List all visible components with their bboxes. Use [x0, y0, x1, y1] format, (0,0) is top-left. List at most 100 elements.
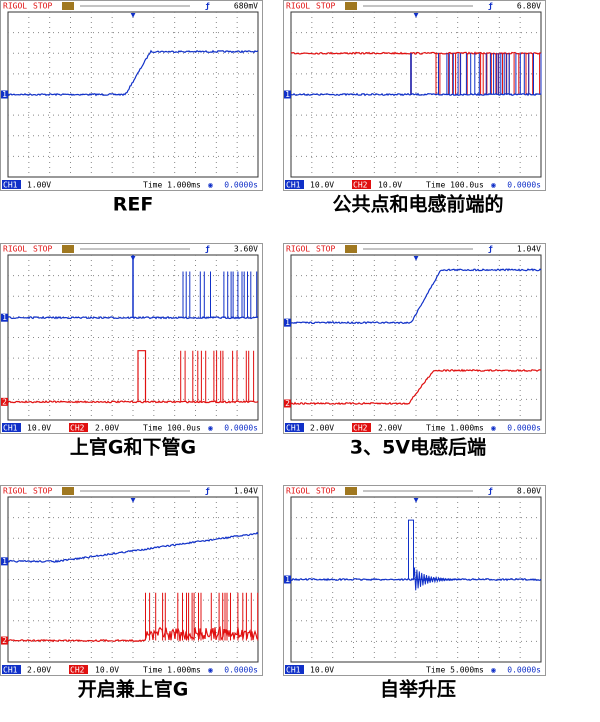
channel-scale: 10.0V [310, 666, 334, 675]
channel-label-bg [285, 180, 304, 189]
time-offset: 0.0000s [224, 424, 258, 433]
caption: 3、5V电感后端 [350, 436, 486, 459]
channel-marker-bg [1, 90, 8, 99]
brand: RIGOL [3, 2, 27, 11]
time-offset: 0.0000s [507, 424, 541, 433]
channel-marker-bg [1, 397, 8, 406]
status: STOP [316, 245, 335, 254]
trigger-marker: ▼ [131, 11, 136, 20]
channel-marker: 2 [2, 397, 7, 406]
offset-icon: ◉ [491, 181, 496, 190]
channel-marker: 2 [2, 636, 7, 645]
waveform [7, 625, 259, 643]
trigger-symbol: ƒ [488, 245, 493, 254]
trigger-symbol: ƒ [205, 2, 210, 11]
trigger-marker: ▼ [414, 254, 419, 263]
channel-marker-bg [284, 90, 291, 99]
waveform-ring [408, 519, 462, 591]
channel-label: CH1 [286, 181, 301, 190]
offset-icon: ◉ [491, 666, 496, 675]
caption: 公共点和电感前端的 [332, 193, 503, 216]
channel-marker-bg [284, 318, 291, 327]
trigger-level: 6.80V [517, 2, 541, 11]
channel-marker-bg [1, 313, 8, 322]
caption: 自举升压 [380, 678, 456, 701]
brand: RIGOL [286, 245, 310, 254]
time-offset: 0.0000s [507, 666, 541, 675]
waveform [7, 400, 259, 404]
channel-scale: 1.00V [27, 181, 51, 190]
channel-label-bg [285, 665, 304, 674]
trigger-symbol: ƒ [488, 487, 493, 496]
waveform [7, 49, 259, 97]
channel-label-bg [2, 423, 21, 432]
channel-label-bg [69, 423, 88, 432]
channel-marker: 1 [285, 318, 290, 327]
scope-panel: RIGOL STOP ƒ 8.00V ▼ 1 CH1 10.0V Time 5.000ms ◉ 0.… [283, 485, 546, 676]
channel-scale: 2.00V [310, 424, 334, 433]
channel-marker: 1 [2, 90, 7, 99]
trigger-level: 1.04V [234, 487, 258, 496]
trigger-marker: ▼ [131, 496, 136, 505]
trigger-marker: ▼ [414, 496, 419, 505]
channel-label-bg [2, 665, 21, 674]
time-base: Time 1.000ms [426, 424, 484, 433]
memory-bar [345, 487, 357, 495]
caption: 开启兼上官G [78, 678, 189, 701]
time-base: Time 100.0us [143, 424, 201, 433]
channel-marker-bg [284, 575, 291, 584]
memory-bar [345, 245, 357, 253]
waveform-burst [182, 271, 258, 318]
offset-icon: ◉ [208, 181, 213, 190]
waveform-burst [438, 53, 542, 95]
channel-marker: 1 [285, 575, 290, 584]
channel-label: CH1 [3, 666, 18, 675]
caption: 上官G和下管G [70, 436, 196, 459]
trigger-level: 8.00V [517, 487, 541, 496]
offset-icon: ◉ [491, 424, 496, 433]
waveform [290, 268, 542, 325]
channel-marker-bg [1, 557, 8, 566]
trigger-symbol: ƒ [205, 245, 210, 254]
time-offset: 0.0000s [507, 181, 541, 190]
time-base: Time 1.000ms [143, 181, 201, 190]
channel-marker-bg [1, 636, 8, 645]
status: STOP [316, 487, 335, 496]
channel-label: CH1 [3, 181, 18, 190]
brand: RIGOL [286, 487, 310, 496]
channel-scale: 2.00V [27, 666, 51, 675]
channel-label-bg [352, 423, 371, 432]
trigger-symbol: ƒ [488, 2, 493, 11]
trigger-level: 680mV [234, 2, 258, 11]
trigger-level: 3.60V [234, 245, 258, 254]
waveform [290, 92, 542, 97]
channel-scale: 10.0V [310, 181, 334, 190]
channel-label: CH1 [3, 424, 18, 433]
channel-scale: 10.0V [95, 666, 119, 675]
status: STOP [316, 2, 335, 11]
status: STOP [33, 2, 52, 11]
time-base: Time 5.000ms [426, 666, 484, 675]
trigger-level: 1.04V [517, 245, 541, 254]
memory-bar [62, 2, 74, 10]
channel-label-bg [352, 180, 371, 189]
offset-icon: ◉ [208, 666, 213, 675]
channel-label: CH2 [70, 666, 85, 675]
scope-panel: RIGOL STOP ƒ 1.04V ▼ 1 2 CH1 2.00V CH2 10.0V Time 1… [0, 485, 263, 676]
scope-panel: RIGOL STOP ƒ 1.04V ▼ 1 2 CH1 2.00V CH2 2.00V Time 1… [283, 243, 546, 434]
status: STOP [33, 245, 52, 254]
time-base: Time 1.000ms [143, 666, 201, 675]
memory-bar [62, 487, 74, 495]
time-base: Time 100.0us [426, 181, 484, 190]
channel-marker-bg [284, 399, 291, 408]
scope-panel: RIGOL STOP ƒ 6.80V ▼ 1 CH1 10.0V CH2 10.0V Time 10… [283, 0, 546, 191]
brand: RIGOL [3, 245, 27, 254]
waveform-burst [180, 350, 255, 402]
trigger-symbol: ƒ [205, 487, 210, 496]
brand: RIGOL [3, 487, 27, 496]
channel-label: CH1 [286, 666, 301, 675]
time-offset: 0.0000s [224, 666, 258, 675]
channel-marker: 1 [2, 313, 7, 322]
